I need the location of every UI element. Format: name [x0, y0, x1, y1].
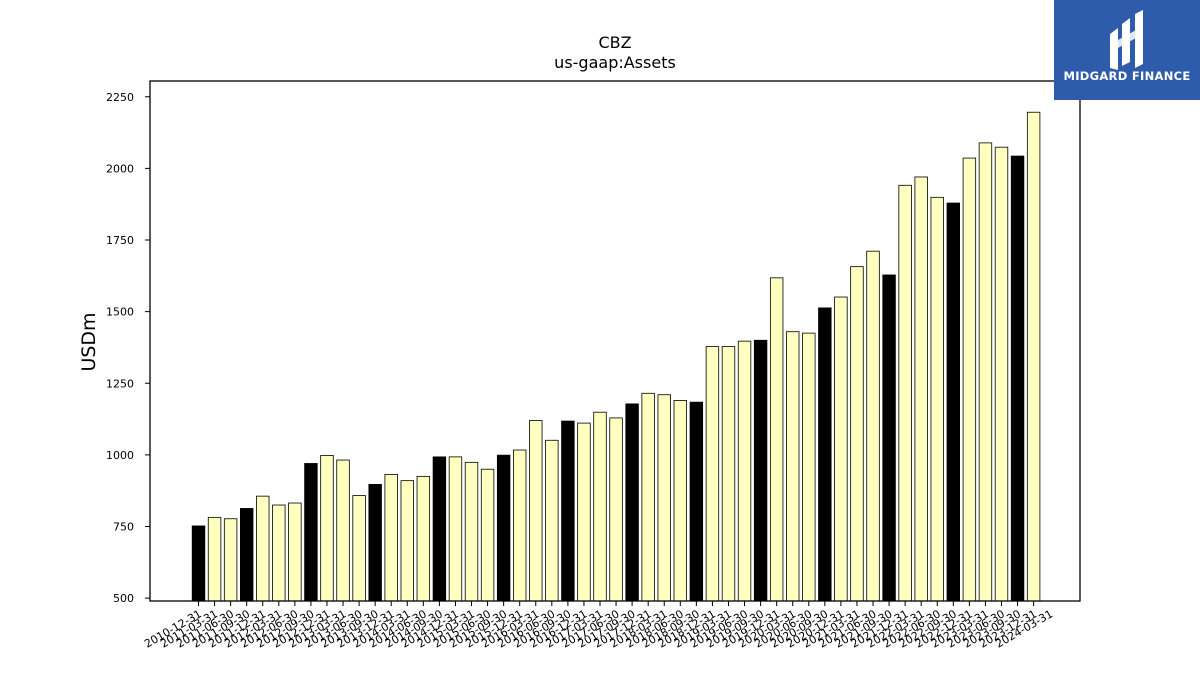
bar: [272, 504, 286, 602]
bar: [689, 401, 704, 602]
bar: [818, 307, 832, 602]
bar: [850, 266, 864, 602]
midgard-logo-icon: [1110, 10, 1143, 70]
chart-subtitle: us-gaap:Assets: [554, 53, 676, 72]
bars-group: [191, 111, 1041, 602]
bar: [882, 274, 896, 602]
y-tick-label: 2000: [106, 162, 134, 175]
bar: [288, 502, 302, 602]
bar: [513, 449, 527, 602]
bar: [384, 473, 398, 602]
bar: [593, 411, 607, 602]
bar: [304, 463, 318, 602]
y-tick-label: 1750: [106, 234, 134, 247]
bar: [721, 346, 736, 602]
bar: [994, 146, 1009, 602]
bar: [802, 332, 816, 602]
bar: [737, 340, 752, 602]
bar: [223, 518, 238, 602]
bar: [673, 400, 688, 602]
bar: [561, 420, 575, 602]
bar: [464, 461, 479, 602]
y-axis: 500 750 1000 1250 1500 1750 2000 2250: [106, 91, 150, 605]
bar: [191, 525, 206, 602]
bar: [1026, 111, 1041, 602]
watermark-text: MIDGARD FINANCE: [1063, 69, 1191, 83]
x-axis: 2010-12-312011-03-312011-06-302011-09-30…: [142, 601, 1055, 651]
bar: [753, 339, 768, 602]
bar: [866, 250, 880, 602]
y-tick-label: 1250: [106, 377, 134, 390]
y-tick-label: 750: [113, 521, 134, 534]
bar: [898, 184, 912, 602]
bar: [625, 403, 639, 602]
y-tick-label: 500: [113, 592, 134, 605]
bar: [946, 202, 961, 602]
bar: [962, 157, 977, 602]
chart-title: CBZ: [598, 33, 631, 52]
bar: [432, 456, 447, 602]
bar: [400, 480, 414, 602]
bar: [336, 459, 350, 602]
bar: [786, 331, 800, 602]
bar: [657, 394, 671, 602]
plot-frame: [149, 80, 1081, 602]
bar: [529, 420, 543, 602]
bar: [320, 455, 334, 602]
bar: [641, 392, 655, 602]
bar: [545, 439, 559, 602]
bar: [1010, 155, 1025, 602]
bar: [416, 475, 431, 602]
bar: [609, 417, 623, 602]
y-tick-label: 1000: [106, 449, 134, 462]
bar: [769, 277, 784, 602]
bar: [496, 454, 511, 602]
bar: [930, 196, 944, 602]
bar: [256, 495, 270, 602]
bar: [834, 296, 848, 602]
y-axis-label: USDm: [78, 312, 100, 371]
bar: [914, 176, 928, 602]
bar: [368, 483, 382, 602]
bar: [448, 456, 463, 602]
y-tick-label: 2250: [106, 91, 134, 104]
bar: [239, 508, 254, 602]
watermark-logo: MIDGARD FINANCE: [1054, 0, 1200, 100]
y-tick-label: 1500: [106, 306, 134, 319]
bar: [978, 142, 993, 602]
bar: [577, 422, 591, 602]
bar: [352, 495, 366, 602]
bar: [207, 516, 222, 602]
bar: [705, 346, 720, 602]
bar: [480, 468, 495, 602]
